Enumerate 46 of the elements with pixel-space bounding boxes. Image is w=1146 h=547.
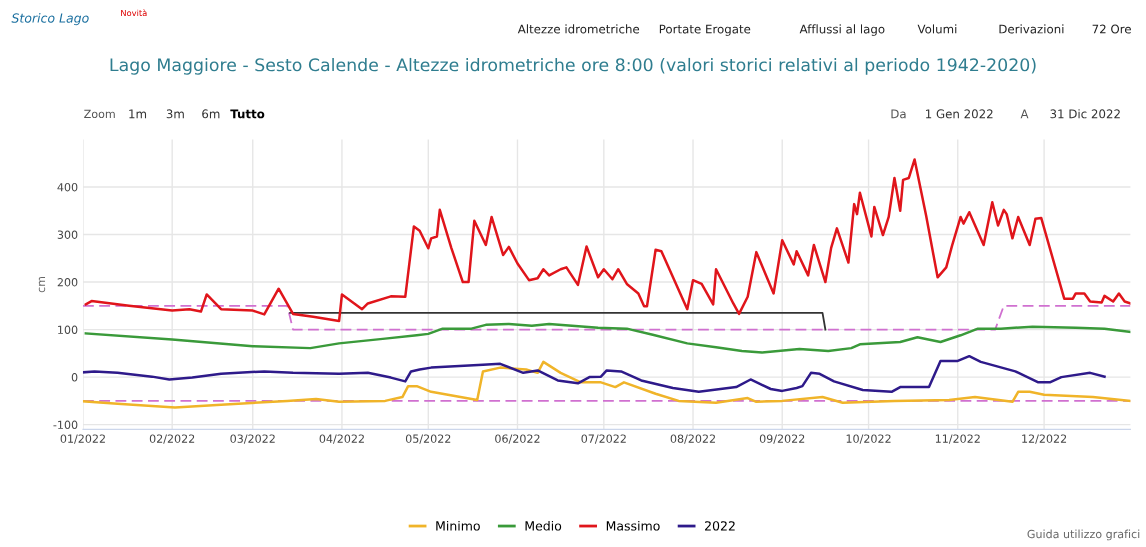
text: 3m (166, 109, 184, 119)
text: Portate Erogate (659, 24, 751, 36)
text: A (1020, 109, 1029, 119)
text: 1m (129, 109, 147, 119)
text: Da (891, 109, 906, 119)
text: 6m (202, 109, 220, 119)
y-axis-title: cm (38, 276, 46, 293)
text: Altezze idrometriche (517, 24, 640, 34)
legend-label: Medio (525, 520, 562, 531)
y-tick-label: 100 (58, 325, 78, 334)
y-tick-label: -100 (53, 420, 78, 430)
text: Derivazioni (999, 24, 1064, 34)
legend-label: 2022 (705, 521, 735, 531)
x-tick-label: 09/2022 (759, 434, 805, 444)
x-tick-label: 05/2022 (405, 434, 451, 444)
x-tick-label: 01/2022 (60, 434, 105, 444)
y-tick-label: 400 (57, 182, 78, 192)
text: Novità (121, 9, 147, 17)
y-tick-label: 300 (57, 230, 78, 239)
line-series (84, 158, 1131, 323)
line-series (82, 354, 1106, 394)
x-tick-label: 12/2022 (1022, 434, 1067, 444)
text: 1 Gen 2022 (926, 109, 993, 119)
x-tick-label: 04/2022 (319, 434, 364, 444)
x-tick-label: 03/2022 (230, 434, 275, 444)
x-tick-label: 07/2022 (581, 434, 626, 444)
x-tick-label: 11/2022 (935, 434, 980, 444)
x-tick-label: 08/2022 (670, 434, 715, 444)
text: Tutto (230, 109, 265, 119)
x-tick-label: 06/2022 (495, 434, 540, 444)
legend-label: Minimo (436, 520, 480, 531)
text: Volumi (917, 24, 957, 34)
y-tick-label: 0 (71, 373, 78, 382)
chart-title: Lago Maggiore - Sesto Calende - Altezze idrometriche ore 8:00 (valori storici relativi al periodo 1942-2020) (110, 57, 1036, 75)
x-tick-label: 02/2022 (149, 434, 195, 444)
line-series (82, 360, 1131, 409)
y-tick-label: 200 (57, 278, 78, 287)
legend-label: Massimo (606, 520, 660, 531)
text: 72 Ore (1092, 24, 1131, 34)
text: Guida utilizzo grafici (1027, 529, 1140, 541)
line-series (84, 322, 1131, 354)
text: Afflussi al lago (799, 24, 885, 36)
text: Zoom (84, 109, 115, 119)
text: Storico Lago (11, 13, 89, 26)
text: 31 Dic 2022 (1050, 109, 1120, 119)
x-tick-label: 10/2022 (846, 434, 891, 444)
